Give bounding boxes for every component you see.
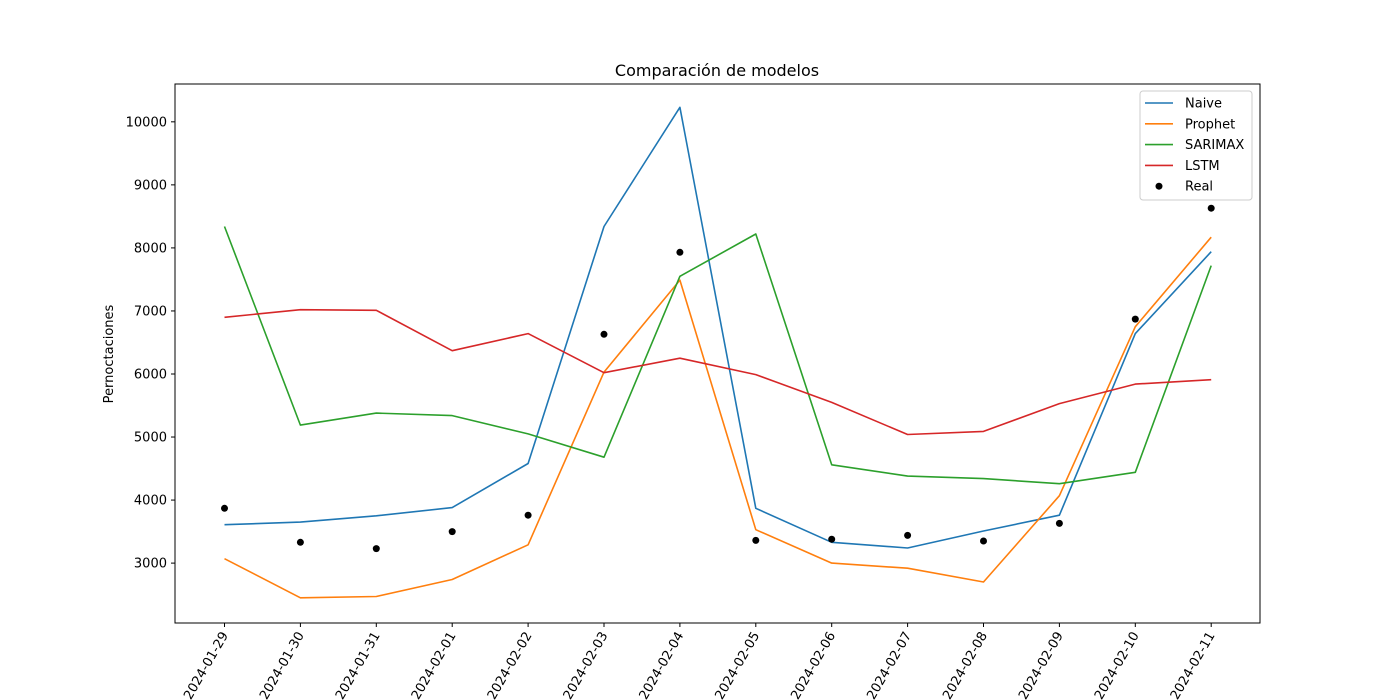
plot-area	[221, 106, 1215, 599]
x-tick-label: 2024-02-01	[409, 630, 460, 700]
legend-label-sarimax: SARIMAX	[1185, 138, 1244, 153]
y-tick-label: 8000	[134, 241, 167, 256]
data-point-real	[676, 248, 684, 256]
y-tick-label: 9000	[134, 178, 167, 193]
x-tick-label: 2024-02-11	[1168, 630, 1219, 700]
x-tick-label: 2024-01-30	[257, 630, 308, 700]
data-point-real	[980, 537, 987, 545]
legend-label-prophet: Prophet	[1185, 117, 1235, 132]
data-point-real	[221, 504, 228, 512]
y-tick-label: 5000	[134, 431, 167, 446]
data-point-real	[1131, 315, 1139, 323]
legend-swatch-real	[1155, 182, 1163, 190]
data-point-real	[448, 528, 456, 536]
legend: Naive Prophet SARIMAX LSTM Real	[1139, 90, 1253, 201]
x-tick-label: 2024-02-08	[940, 630, 991, 700]
data-point-real	[1055, 519, 1063, 527]
y-tick-label: 7000	[134, 304, 167, 319]
legend-label-lstm: LSTM	[1185, 159, 1220, 174]
x-tick-label: 2024-02-09	[1016, 630, 1067, 700]
x-tick-label: 2024-02-04	[637, 630, 688, 700]
chart-title: Comparación de modelos	[615, 61, 819, 80]
x-tick-label: 2024-02-03	[561, 630, 612, 700]
y-axis-label: Pernoctaciones	[102, 304, 117, 403]
data-point-real	[524, 511, 532, 519]
series-line-prophet	[224, 236, 1212, 599]
data-point-real	[600, 330, 608, 338]
legend-label-naive: Naive	[1185, 97, 1222, 112]
x-tick-label: 2024-02-06	[788, 630, 839, 700]
data-point-real	[296, 538, 304, 546]
data-point-real	[904, 531, 912, 539]
legend-box	[1139, 90, 1253, 201]
x-tick-label: 2024-02-05	[712, 630, 763, 700]
x-tick-label: 2024-02-10	[1092, 630, 1143, 700]
plot-frame	[174, 83, 1261, 624]
x-tick-label: 2024-02-02	[485, 630, 536, 700]
legend-label-real: Real	[1185, 180, 1213, 195]
data-point-real	[1207, 204, 1215, 212]
data-point-real	[752, 536, 760, 544]
series-line-lstm	[224, 308, 1212, 436]
y-tick-label: 3000	[134, 557, 167, 572]
series-line-naive	[224, 106, 1212, 549]
data-point-real	[828, 535, 836, 543]
x-tick-label: 2024-02-07	[864, 630, 915, 700]
series-line-sarimax	[223, 226, 1212, 485]
x-tick-label: 2024-01-29	[181, 630, 232, 700]
y-tick-label: 10000	[126, 115, 167, 130]
y-tick-label: 6000	[134, 367, 167, 382]
x-tick-label: 2024-01-31	[333, 630, 384, 700]
y-tick-label: 4000	[134, 494, 167, 509]
data-point-real	[372, 545, 380, 553]
